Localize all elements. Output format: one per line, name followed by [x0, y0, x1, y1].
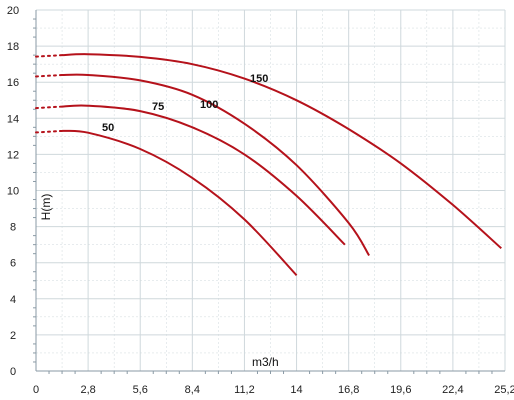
- curve-100-leadin: [35, 73, 64, 78]
- y-tick-label: 20: [7, 5, 19, 17]
- curve-100: [62, 73, 370, 257]
- axes: [33, 10, 505, 374]
- x-tick-label: 25,2: [494, 384, 514, 396]
- curves: [35, 53, 502, 276]
- x-tick-label: 16,8: [338, 384, 359, 396]
- x-tick-label: 8,4: [185, 384, 200, 396]
- y-tick-label: 4: [10, 294, 16, 306]
- x-axis-title: m3/h: [252, 355, 279, 369]
- y-tick-label: 0: [10, 366, 16, 378]
- y-tick-label: 10: [7, 186, 19, 198]
- y-tick-label: 14: [7, 113, 19, 125]
- series-label-100: 100: [200, 99, 218, 111]
- y-tick-label: 2: [10, 330, 16, 342]
- x-tick-label: 22,4: [442, 384, 463, 396]
- x-tick-label: 2,8: [80, 384, 95, 396]
- y-tick-label: 18: [7, 41, 19, 53]
- series-label-50: 50: [102, 122, 114, 134]
- curve-150-leadin: [35, 54, 64, 58]
- y-tick-label: 8: [10, 222, 16, 234]
- y-tick-label: 12: [7, 149, 19, 161]
- y-tick-label: 6: [10, 258, 16, 270]
- curve-75: [62, 104, 346, 246]
- x-tick-label: 0: [33, 384, 39, 396]
- y-tick-label: 16: [7, 77, 19, 89]
- tick-labels: 0 2 4 6 8 10 12 14 16 18 20 0 2,8 5,6 8,4 11,2 14 16,8 19,…: [7, 5, 514, 396]
- x-tick-label: 14: [290, 384, 302, 396]
- curve-150: [62, 53, 502, 250]
- grid: [35, 9, 506, 372]
- x-tick-label: 19,6: [390, 384, 411, 396]
- curve-75-leadin: [35, 105, 64, 110]
- series-labels: 150 100 75 50: [102, 73, 268, 134]
- curve-50: [62, 129, 298, 276]
- x-tick-label: 11,2: [234, 384, 255, 396]
- series-label-150: 150: [250, 73, 268, 85]
- y-axis-title: H(m): [39, 194, 53, 221]
- x-tick-label: 5,6: [133, 384, 148, 396]
- series-label-75: 75: [152, 101, 164, 113]
- curve-50-leadin: [35, 129, 64, 134]
